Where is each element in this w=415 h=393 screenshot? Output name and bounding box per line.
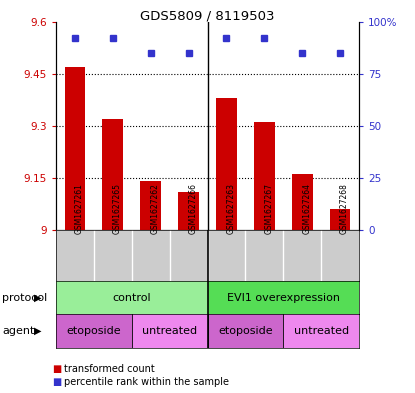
Bar: [216, 98, 237, 230]
Bar: [132, 314, 208, 348]
Text: GSM1627261: GSM1627261: [75, 183, 84, 234]
Text: GSM1627266: GSM1627266: [188, 183, 198, 234]
Text: ▶: ▶: [34, 326, 41, 336]
Text: GSM1627262: GSM1627262: [151, 183, 160, 234]
Bar: [103, 119, 123, 230]
Bar: [330, 209, 350, 230]
Text: ■: ■: [52, 377, 61, 387]
Bar: [140, 181, 161, 230]
Bar: [56, 314, 132, 348]
Bar: [65, 67, 85, 230]
Text: transformed count: transformed count: [64, 364, 155, 374]
Text: GSM1627267: GSM1627267: [264, 183, 273, 234]
Bar: [208, 314, 283, 348]
Text: protocol: protocol: [2, 293, 47, 303]
Bar: [208, 281, 378, 314]
Text: GSM1627264: GSM1627264: [302, 183, 311, 234]
Text: EVI1 overexpression: EVI1 overexpression: [227, 293, 340, 303]
Text: control: control: [112, 293, 151, 303]
Text: GSM1627268: GSM1627268: [340, 183, 349, 234]
Text: GSM1627263: GSM1627263: [227, 183, 235, 234]
Bar: [292, 174, 312, 230]
Bar: [254, 122, 275, 230]
Text: untreated: untreated: [142, 326, 197, 336]
Bar: [56, 281, 208, 314]
Text: percentile rank within the sample: percentile rank within the sample: [64, 377, 229, 387]
Text: etoposide: etoposide: [66, 326, 121, 336]
Bar: [178, 192, 199, 230]
Text: GDS5809 / 8119503: GDS5809 / 8119503: [140, 10, 275, 23]
Text: GSM1627265: GSM1627265: [113, 183, 122, 234]
Text: agent: agent: [2, 326, 34, 336]
Text: untreated: untreated: [293, 326, 349, 336]
Text: etoposide: etoposide: [218, 326, 273, 336]
Text: ▶: ▶: [34, 293, 41, 303]
Text: ■: ■: [52, 364, 61, 374]
Bar: [283, 314, 359, 348]
